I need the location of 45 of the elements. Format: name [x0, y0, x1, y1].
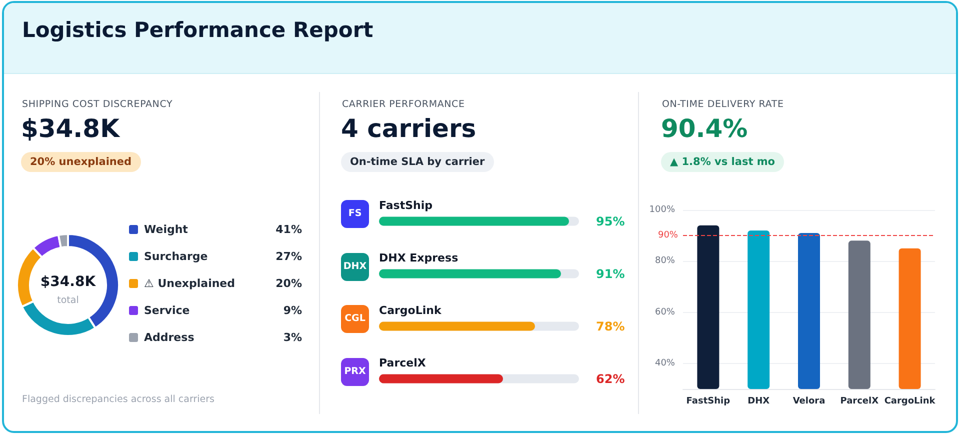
text: ▲ 1.8% vs last mo	[661, 152, 784, 172]
data-label: 78%	[596, 319, 625, 334]
text: Logistics Performance Report	[22, 18, 374, 42]
text: total	[56, 295, 80, 306]
x-tick-label: FastShip	[686, 396, 731, 406]
data-label: 3%	[283, 331, 302, 344]
x-tick-label: CargoLink	[884, 396, 936, 406]
data-label: 20%	[276, 277, 302, 290]
y-tick-label: DHX Express	[379, 251, 459, 264]
initials-badge-icon: FS	[341, 200, 369, 228]
legend-label: Address	[144, 331, 195, 344]
data-label: 41%	[276, 223, 302, 236]
chart-subtitle: 4 carriers	[341, 114, 476, 143]
data-label: 27%	[276, 250, 302, 263]
data-label: 9%	[283, 304, 302, 317]
initials-badge-icon: CGL	[341, 305, 369, 334]
data-label: 91%	[596, 266, 625, 281]
y-tick-label: FastShip	[379, 198, 433, 212]
legend-label: ⚠ Unexplained	[144, 277, 236, 290]
chart-subtitle: 90.4%	[661, 114, 748, 143]
text: On-time SLA by carrier	[341, 152, 494, 172]
legend-label: Surcharge	[144, 250, 208, 263]
initials-badge-icon: PRX	[341, 358, 369, 386]
chart-title: CARRIER PERFORMANCE	[342, 99, 465, 110]
y-tick-label: CargoLink	[379, 304, 442, 317]
data-label: 62%	[596, 372, 625, 386]
chart-title: ON-TIME DELIVERY RATE	[662, 99, 784, 110]
data-label: 95%	[596, 214, 625, 228]
y-tick-label: ParcelX	[379, 356, 426, 370]
chart-title: SHIPPING COST DISCREPANCY	[22, 99, 173, 110]
text: $34.8K	[39, 274, 97, 290]
y-tick-label: 60%	[654, 307, 676, 318]
y-tick-label: 80%	[654, 256, 676, 266]
y-tick-label: 40%	[654, 358, 676, 368]
x-tick-label: Velora	[792, 396, 826, 406]
legend-label: Weight	[144, 223, 188, 236]
x-tick-label: ParcelX	[840, 396, 879, 406]
text: 20% unexplained	[21, 152, 141, 172]
legend-label: Service	[144, 304, 190, 317]
text: Flagged discrepancies across all carriers	[22, 394, 214, 405]
initials-badge-icon: DHX	[341, 252, 369, 281]
ref-line-label: 90%	[658, 230, 678, 241]
y-tick-label: 100%	[649, 205, 676, 215]
chart-subtitle: $34.8K	[21, 114, 120, 143]
x-tick-label: DHX	[748, 396, 770, 406]
